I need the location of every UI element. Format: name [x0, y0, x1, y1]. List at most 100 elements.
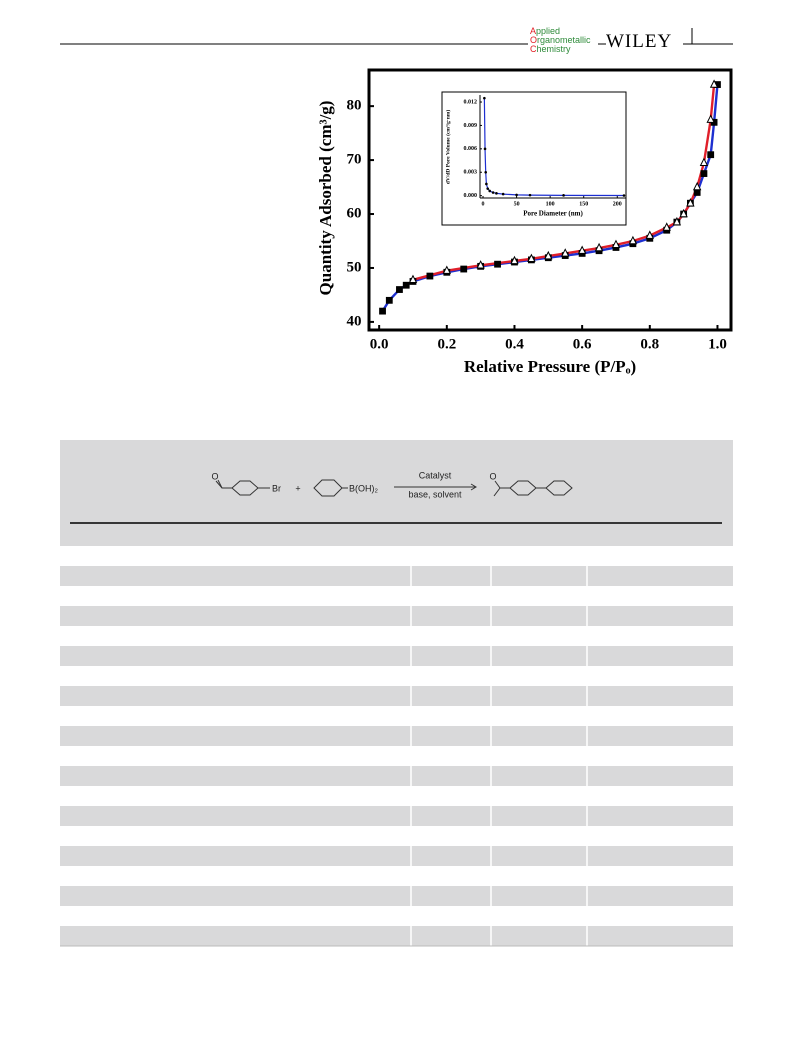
table-header — [60, 440, 733, 546]
table-row — [60, 886, 733, 906]
y-tick-label: 0.012 — [464, 99, 478, 105]
x-tick-label: 50 — [514, 201, 520, 207]
table-row — [60, 826, 733, 846]
marker — [662, 222, 671, 231]
marker — [485, 182, 488, 186]
marker — [686, 198, 695, 207]
table-row — [60, 846, 733, 866]
marker — [379, 307, 386, 315]
group: B(OH)₂ — [349, 483, 378, 493]
ring — [545, 480, 573, 496]
y-axis-label: dV/dD Pore Volume (cm³/g·nm) — [444, 110, 451, 185]
publisher: WILEY — [606, 31, 673, 52]
atom: Br — [272, 483, 281, 493]
marker — [486, 187, 490, 190]
marker — [402, 281, 410, 289]
marker — [611, 239, 621, 248]
x-axis-label: Relative Pressure (P/Pₒ) — [464, 357, 636, 376]
bond — [493, 487, 501, 497]
table-row — [60, 746, 733, 766]
arrowhead — [470, 483, 477, 491]
y-tick-label: 50 — [347, 259, 362, 275]
table-row — [60, 606, 733, 626]
x-tick-label: 0.0 — [370, 336, 389, 352]
journal-word: Chemistry — [530, 44, 571, 54]
marker — [645, 230, 655, 239]
x-tick-label: 100 — [546, 201, 555, 207]
table-row — [60, 766, 733, 786]
atom: O — [489, 471, 496, 481]
marker — [707, 151, 715, 159]
marker — [494, 260, 501, 268]
table-row — [60, 706, 733, 726]
table-row — [60, 686, 733, 706]
marker — [699, 157, 709, 167]
x-tick-label: 0.4 — [505, 336, 524, 352]
scheme — [215, 479, 573, 497]
marker — [483, 147, 487, 151]
scheme-labels: O Br + B(OH)₂ Catalyst base, solvent O — [211, 470, 496, 499]
marker — [628, 235, 638, 245]
marker — [396, 286, 403, 293]
marker — [714, 81, 721, 88]
plus: + — [295, 483, 300, 493]
x-tick-label: 200 — [613, 201, 622, 207]
marker — [709, 79, 719, 88]
x-tick-label: 0.6 — [573, 336, 592, 352]
y-tick-label: 0.009 — [464, 123, 478, 129]
marker — [700, 170, 708, 177]
marker — [476, 260, 485, 269]
y-tick-label: 70 — [347, 152, 362, 168]
y-axis-label: Quantity Adsorbed (cm³/g) — [316, 101, 335, 296]
marker — [510, 255, 519, 265]
marker — [385, 296, 393, 304]
marker — [495, 192, 498, 195]
table-row — [60, 806, 733, 826]
marker — [622, 194, 626, 197]
marker — [483, 96, 486, 100]
table-row — [60, 566, 733, 586]
inset-frame — [441, 91, 627, 226]
journal-word: Applied — [530, 26, 561, 36]
condition: Catalyst — [419, 470, 452, 480]
x-tick-label: 150 — [579, 201, 588, 207]
marker — [528, 193, 532, 197]
table-row — [60, 646, 733, 666]
marker — [408, 274, 418, 284]
marker — [484, 170, 488, 174]
table-row — [60, 926, 733, 946]
journal-word: Organometallic — [530, 35, 591, 45]
x-tick-label: 0.2 — [437, 336, 456, 352]
marker — [672, 216, 682, 226]
y-tick-label: 60 — [347, 205, 362, 221]
marker — [693, 189, 701, 196]
y-tick-label: 0.003 — [464, 170, 478, 176]
table-body — [60, 546, 733, 946]
marker — [460, 265, 468, 273]
table-row — [60, 726, 733, 746]
table-row — [60, 866, 733, 886]
table-row — [60, 626, 733, 646]
marker — [501, 192, 505, 196]
y-tick-label: 40 — [347, 313, 362, 329]
marker — [561, 248, 570, 257]
marker — [491, 191, 495, 194]
marker — [527, 253, 536, 263]
x-tick-label: 0.8 — [640, 336, 659, 352]
table-row — [60, 666, 733, 686]
bond — [217, 479, 223, 489]
marker — [544, 250, 553, 260]
y-tick-label: 80 — [347, 98, 362, 114]
condition: base, solvent — [408, 489, 462, 499]
y-tick-label: 0.000 — [464, 193, 478, 199]
x-tick-label: 0 — [482, 201, 485, 207]
figure: 0.0 0.2 0.4 0.6 0.8 1.0 40 50 60 70 80 Relative Pre… — [316, 68, 733, 376]
marker — [426, 272, 434, 280]
marker — [692, 181, 702, 191]
marker — [577, 245, 587, 254]
marker — [515, 193, 518, 197]
table-row — [60, 906, 733, 926]
marker — [594, 242, 604, 252]
